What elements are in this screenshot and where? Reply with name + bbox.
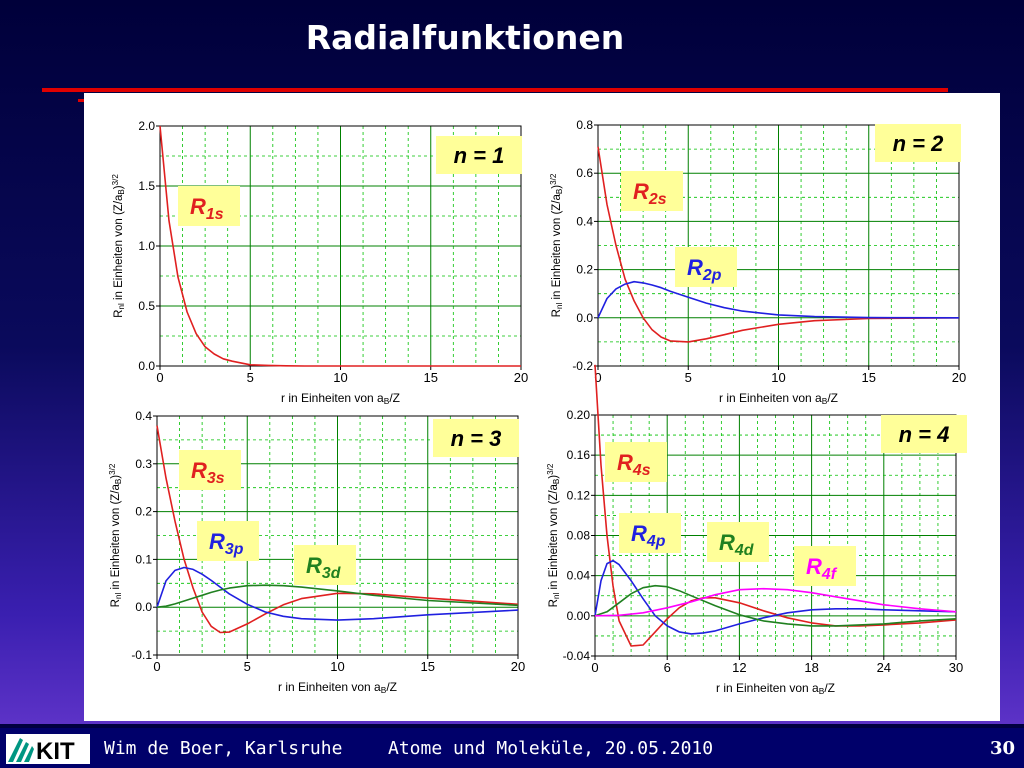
y-tick-label: 0.20 [567,408,591,422]
y-tick-label: 0.12 [567,488,591,502]
series-label-box [621,171,683,211]
series-label-box [794,546,856,586]
y-tick-label: 1.5 [138,179,155,193]
x-axis-label: r in Einheiten von aB/Z [278,680,397,695]
chart-title-box [875,124,961,162]
chart-title: n = 2 [893,131,945,156]
chart-1: 0 5 10 15 20 0.0 0.5 1.0 1.5 2.0 r in Einheiten vo… [111,119,528,406]
y-tick-label: 0.00 [567,609,591,623]
series-label-box [605,442,667,482]
x-tick-label: 6 [664,660,671,675]
x-tick-label: 10 [771,370,785,385]
series-label-box [619,513,681,553]
y-axis-label: Rnl in Einheiten von (Z/aB)3/2 [549,173,564,317]
x-tick-label: 5 [244,659,251,674]
radial-functions-charts: 0 5 10 15 20 0.0 0.5 1.0 1.5 2.0 r in Einheiten vo… [108,118,967,696]
y-tick-label: 0.8 [576,118,593,132]
chart-title: n = 1 [454,143,505,168]
chart-3: 0 5 10 15 20 -0.1 0.0 0.1 0.2 0.3 0.4 r in Einheite… [108,409,525,695]
slide-title: Radialfunktionen [305,18,625,57]
y-axis-label: Rnl in Einheiten von (Z/aB)3/2 [546,463,561,607]
y-tick-label: 0.08 [567,529,591,543]
series-label-R4s: R4s [617,450,651,479]
y-tick-label: 0.6 [576,166,593,180]
footer-course: Atome und Moleküle, 20.05.2010 [388,738,714,759]
y-tick-label: 0.2 [135,505,152,519]
y-tick-label: 0.3 [135,457,152,471]
series-label-box [675,247,737,287]
x-tick-label: 24 [877,660,891,675]
series-label-box [179,450,241,490]
x-tick-label: 10 [333,370,347,385]
y-tick-label: 0.0 [138,359,155,373]
title-underline [42,88,948,92]
kit-logo: KIT [6,734,90,764]
chart-panel: 0 5 10 15 20 0.0 0.5 1.0 1.5 2.0 r in Einheiten vo… [84,93,1000,721]
logo-text: KIT [36,738,75,764]
chart-title: n = 3 [451,426,502,451]
chart-title: n = 4 [899,422,950,447]
series-label-R4p: R4p [631,521,666,550]
series-label-R3d: R3d [306,553,341,582]
chart-title-box [436,136,522,174]
series-label-R3p: R3p [209,529,244,558]
y-tick-label: 0.0 [135,600,152,614]
x-tick-label: 15 [862,370,876,385]
slide-footer [0,728,1024,768]
chart-title-box [433,419,519,457]
y-tick-label: 0.2 [576,263,593,277]
footer-divider [0,724,1024,728]
x-tick-label: 15 [424,370,438,385]
series-label-box [294,545,356,585]
series-label-R3s: R3s [191,458,225,487]
y-tick-label: 0.4 [576,214,593,228]
x-tick-label: 20 [514,370,528,385]
series-label-box [197,521,259,561]
x-tick-label: 18 [804,660,818,675]
y-tick-label: 1.0 [138,239,155,253]
footer-author: Wim de Boer, Karlsruhe [104,738,343,759]
series-label-R1s: R1s [190,194,224,223]
series-label-R4f: R4f [806,554,838,583]
x-tick-label: 20 [952,370,966,385]
x-tick-label: 5 [247,370,254,385]
x-tick-label: 0 [591,660,598,675]
x-tick-label: 0 [156,370,163,385]
y-tick-label: 0.5 [138,299,155,313]
y-tick-label: -0.2 [572,359,593,373]
y-tick-label: -0.04 [563,649,591,663]
chart-title-box [881,415,967,453]
y-tick-label: 0.1 [135,552,152,566]
x-axis-label: r in Einheiten von aB/Z [716,681,835,696]
x-tick-label: 0 [153,659,160,674]
x-tick-label: 10 [330,659,344,674]
y-tick-label: 0.04 [567,569,591,583]
y-tick-label: -0.1 [131,648,152,662]
x-axis-label: r in Einheiten von aB/Z [719,391,838,406]
x-tick-label: 15 [421,659,435,674]
y-axis-label: Rnl in Einheiten von (Z/aB)3/2 [108,463,123,607]
series-label-box [707,522,769,562]
x-tick-label: 0 [594,370,601,385]
y-tick-label: 0.16 [567,448,591,462]
y-tick-label: 0.4 [135,409,152,423]
y-tick-label: 2.0 [138,119,155,133]
chart-2: 0 5 10 15 20 -0.2 0.0 0.2 0.4 0.6 0.8 r in Einheite… [549,118,966,406]
y-tick-label: 0.0 [576,311,593,325]
series-label-R4d: R4d [719,530,754,559]
x-tick-label: 30 [949,660,963,675]
x-tick-label: 20 [511,659,525,674]
series-label-R2p: R2p [687,255,722,284]
page-number: 30 [990,738,1016,759]
x-tick-label: 12 [732,660,746,675]
chart-4: 0 6 12 18 24 30 -0.04 0.00 0.04 0.08 0.12 0.16 0.20 r… [546,364,967,696]
y-axis-label: Rnl in Einheiten von (Z/aB)3/2 [111,174,126,318]
x-axis-label: r in Einheiten von aB/Z [281,391,400,406]
x-tick-label: 5 [685,370,692,385]
series-label-box [178,186,240,226]
series-label-R2s: R2s [633,179,667,208]
series-line-R4p [594,559,957,635]
